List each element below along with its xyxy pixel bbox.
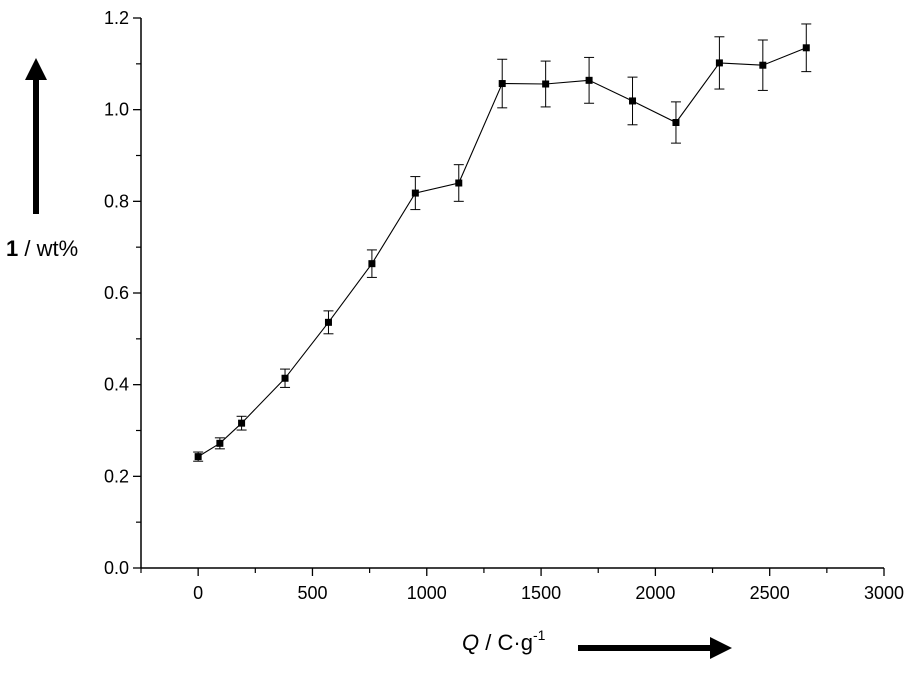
data-point [759, 61, 767, 69]
data-point [802, 44, 810, 52]
x-tick-label: 1000 [407, 583, 447, 603]
series-layer [193, 23, 812, 462]
data-point [672, 119, 680, 126]
x-axis-label-var: Q [462, 630, 479, 655]
labels: 1 / wt% Q / C·g-1 [6, 58, 732, 659]
y-axis-label-bold: 1 [6, 236, 18, 261]
x-tick-label: 2000 [635, 583, 675, 603]
x-label-arrowhead [710, 637, 732, 659]
y-tick-label: 0.0 [104, 558, 129, 578]
y-tick-label: 1.2 [104, 8, 129, 28]
y-tick-label: 0.8 [104, 191, 129, 211]
data-point [238, 419, 246, 427]
data-point [542, 80, 550, 88]
data-point [411, 189, 419, 197]
x-axis-label-unit: g [521, 630, 533, 655]
y-label-arrowhead [25, 58, 47, 80]
x-tick-label: 1500 [521, 583, 561, 603]
x-axis-label-mid: / C [479, 630, 513, 655]
data-point [194, 453, 202, 461]
data-point [281, 374, 289, 382]
data-point [715, 59, 723, 67]
y-tick-label: 0.2 [104, 466, 129, 486]
data-point [585, 76, 593, 84]
x-axis-label: Q / C·g-1 [462, 627, 546, 655]
x-tick-label: 500 [297, 583, 327, 603]
x-tick-label: 2500 [750, 583, 790, 603]
y-tick-label: 0.4 [104, 375, 129, 395]
data-point [498, 80, 506, 88]
x-axis-label-dot: · [513, 630, 520, 655]
data-point [629, 97, 637, 105]
x-axis-label-sup: -1 [533, 627, 546, 643]
data-point [216, 439, 224, 447]
data-point [368, 260, 376, 268]
y-axis-label: 1 / wt% [6, 236, 78, 261]
x-tick-label: 3000 [864, 583, 904, 603]
y-tick-label: 0.6 [104, 283, 129, 303]
data-point [455, 179, 463, 187]
series-line [197, 47, 807, 458]
axes: 0 500 1000 1500 2000 2500 3000 0.0 0.2 0.4 0.6 0.8 1… [104, 8, 904, 603]
y-tick-label: 1.0 [104, 100, 129, 120]
y-axis-label-rest: / wt% [18, 236, 78, 261]
x-tick-label: 0 [193, 583, 203, 603]
data-point [324, 318, 332, 326]
